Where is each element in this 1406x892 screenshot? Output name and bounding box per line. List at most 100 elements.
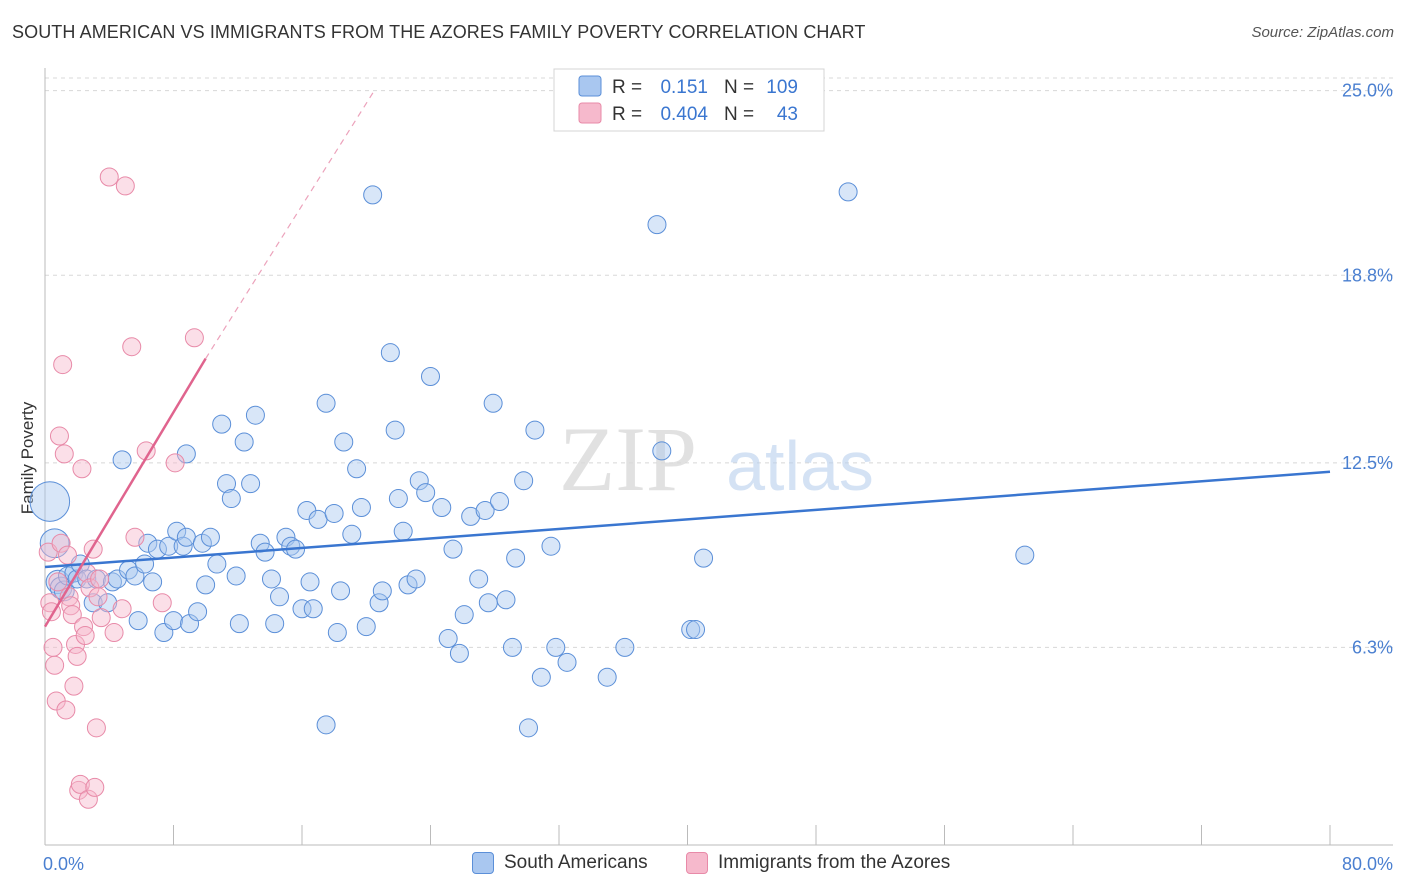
series-legend: South Americans Immigrants from the Azor… <box>0 852 1406 878</box>
point-south-americans-34 <box>207 554 227 574</box>
legend-r-label-2: R = <box>612 104 642 125</box>
point-south-americans-21 <box>143 572 163 592</box>
legend-swatch-azores <box>686 852 708 874</box>
point-azores-28 <box>85 777 105 797</box>
point-south-americans-80 <box>449 643 469 663</box>
point-south-americans-60 <box>334 432 354 452</box>
legend-label-azores: Immigrants from the Azores <box>718 852 951 873</box>
point-south-americans-53 <box>300 572 320 592</box>
point-south-americans-59 <box>331 581 351 601</box>
point-south-americans-69 <box>385 420 405 440</box>
y-tick-label-3: 25.0% <box>1342 81 1393 101</box>
point-south-americans-54 <box>303 599 323 619</box>
point-south-americans-71 <box>393 521 413 541</box>
watermark: ZIP atlas <box>559 408 874 510</box>
point-south-americans-78 <box>438 628 458 648</box>
point-south-americans-35 <box>212 414 232 434</box>
legend-r-value-1: 0.151 <box>660 77 708 98</box>
point-azores-31 <box>90 569 110 589</box>
point-azores-33 <box>99 167 119 187</box>
point-azores-15 <box>62 605 82 625</box>
legend-n-value-1: 109 <box>766 77 798 98</box>
point-south-americans-100 <box>647 215 667 235</box>
point-south-americans-56 <box>316 393 336 413</box>
point-azores-30 <box>88 587 108 607</box>
point-azores-8 <box>51 533 71 553</box>
point-azores-7 <box>49 426 69 446</box>
point-south-americans-58 <box>327 623 347 643</box>
trend-line-south-americans <box>44 470 1331 569</box>
point-south-americans-103 <box>686 620 706 640</box>
point-south-americans-106 <box>1015 545 1035 565</box>
point-azores-16 <box>64 676 84 696</box>
point-south-americans-25 <box>164 611 183 631</box>
point-azores-4 <box>45 655 65 675</box>
point-south-americans-95 <box>541 536 561 556</box>
point-south-americans-76 <box>421 366 440 386</box>
y-tick-labels: 6.3% 12.5% 18.8% 25.0% <box>1342 81 1393 658</box>
point-south-americans-20 <box>138 533 158 553</box>
point-south-americans-79 <box>443 539 463 559</box>
point-azores-3 <box>43 637 63 657</box>
x-tick-label-min: 0.0% <box>43 854 84 874</box>
legend-label-south-americans: South Americans <box>504 852 648 873</box>
point-south-americans-61 <box>342 524 362 544</box>
point-south-americans-28 <box>176 527 196 547</box>
point-south-americans-1 <box>39 528 70 559</box>
point-south-americans-33 <box>200 527 220 547</box>
point-south-americans-98 <box>597 667 617 687</box>
point-azores-12 <box>57 545 77 565</box>
point-azores-36 <box>115 176 135 196</box>
point-south-americans-105 <box>838 182 858 202</box>
point-south-americans-68 <box>380 343 400 363</box>
point-south-americans-83 <box>469 569 489 589</box>
point-south-americans-89 <box>502 637 522 657</box>
point-south-americans-64 <box>356 617 376 637</box>
trend-lines <box>43 90 1331 628</box>
point-south-americans-51 <box>292 599 312 619</box>
y-tick-label-2: 18.8% <box>1342 265 1393 285</box>
point-south-americans-77 <box>432 497 452 517</box>
point-south-americans-0 <box>29 481 71 522</box>
x-tick-label-max: 80.0% <box>1342 854 1393 874</box>
point-south-americans-90 <box>506 548 526 568</box>
point-azores-40 <box>152 593 172 613</box>
trend-line-azores-extension <box>205 90 375 359</box>
point-south-americans-96 <box>546 637 566 657</box>
point-south-americans-65 <box>363 185 383 205</box>
point-south-americans-32 <box>196 575 216 595</box>
point-south-americans-92 <box>518 718 538 738</box>
point-azores-6 <box>48 572 68 592</box>
point-azores-18 <box>67 646 87 666</box>
point-azores-10 <box>54 444 74 464</box>
point-azores-9 <box>53 355 73 375</box>
watermark-atlas: atlas <box>726 427 874 505</box>
point-south-americans-74 <box>409 471 429 491</box>
y-tick-label-1: 12.5% <box>1342 453 1393 473</box>
point-azores-21 <box>72 459 92 479</box>
point-azores-35 <box>104 623 124 643</box>
point-south-americans-101 <box>652 441 672 461</box>
point-south-americans-93 <box>525 420 545 440</box>
point-south-americans-94 <box>531 667 551 687</box>
point-south-americans-24 <box>159 536 179 556</box>
point-south-americans-55 <box>308 509 328 529</box>
point-azores-34 <box>112 599 132 619</box>
point-south-americans-81 <box>454 605 474 625</box>
point-south-americans-102 <box>681 620 701 640</box>
data-points <box>29 167 1035 809</box>
point-south-americans-39 <box>229 614 249 634</box>
point-south-americans-38 <box>226 566 246 586</box>
point-south-americans-63 <box>351 497 371 517</box>
point-south-americans-37 <box>221 489 241 509</box>
y-tick-label-0: 6.3% <box>1352 637 1393 657</box>
point-azores-23 <box>75 626 95 646</box>
point-south-americans-97 <box>557 652 577 672</box>
point-south-americans-73 <box>406 569 426 589</box>
point-south-americans-82 <box>461 506 481 526</box>
point-south-americans-84 <box>475 500 495 520</box>
axes <box>44 68 1393 846</box>
point-south-americans-40 <box>234 432 254 452</box>
point-south-americans-47 <box>270 587 290 607</box>
source-credit: Source: ZipAtlas.com <box>1251 24 1394 41</box>
